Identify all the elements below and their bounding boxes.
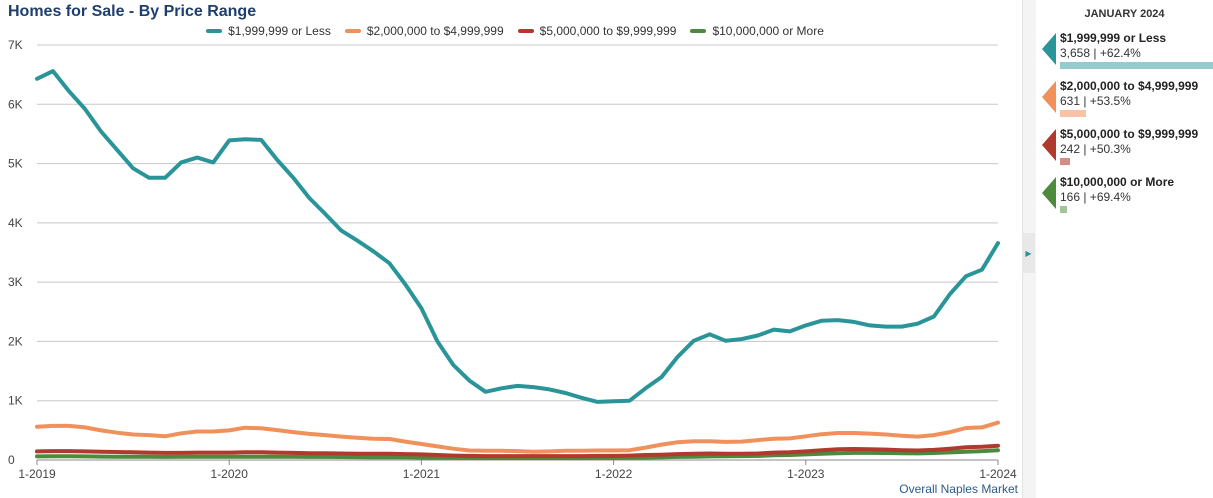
panel-item-bar bbox=[1060, 62, 1213, 69]
panel-item-bar bbox=[1060, 206, 1067, 213]
pointer-arrow-icon bbox=[1042, 129, 1056, 161]
x-tick-label: 1-2023 bbox=[787, 467, 825, 481]
side-panel: JANUARY 2024 $1,999,999 or Less 3,658 | +… bbox=[1036, 0, 1213, 498]
legend-label: $2,000,000 to $4,999,999 bbox=[366, 24, 504, 38]
x-tick-label: 1-2020 bbox=[211, 467, 249, 481]
pointer-arrow-icon bbox=[1042, 177, 1056, 209]
series-line bbox=[35, 420, 1000, 454]
panel-item-label: $2,000,000 to $4,999,999 bbox=[1060, 79, 1199, 93]
market-footnote[interactable]: Overall Naples Market bbox=[899, 482, 1018, 496]
y-tick-label: 7K bbox=[8, 38, 23, 52]
line-chart: 0 1K 2K 3K 4K 5K 6K 7K 1-2019 1-2020 1-2021 1-2022 1… bbox=[8, 38, 1017, 481]
legend-item[interactable]: $2,000,000 to $4,999,999 bbox=[344, 24, 504, 38]
panel-item-value: 242 | +50.3% bbox=[1060, 142, 1131, 156]
x-tick-label: 1-2024 bbox=[979, 467, 1017, 481]
expand-panel-button[interactable]: ▶ bbox=[1022, 233, 1035, 273]
panel-item-label: $10,000,000 or More bbox=[1060, 175, 1175, 189]
legend-item[interactable]: $5,000,000 to $9,999,999 bbox=[517, 24, 677, 38]
y-tick-label: 2K bbox=[8, 334, 23, 348]
series-line bbox=[35, 69, 1000, 404]
x-tick-label: 1-2019 bbox=[18, 467, 56, 481]
legend-item[interactable]: $1,999,999 or Less bbox=[206, 24, 331, 38]
panel-item-value: 631 | +53.5% bbox=[1060, 94, 1131, 108]
panel-item[interactable]: $1,999,999 or Less 3,658 | +62.4% bbox=[1042, 31, 1213, 73]
chart-title: Homes for Sale - By Price Range bbox=[8, 3, 257, 20]
legend-item[interactable]: $10,000,000 or More bbox=[690, 24, 824, 38]
series-line bbox=[35, 443, 1000, 459]
y-tick-label: 6K bbox=[8, 97, 23, 111]
legend-swatch bbox=[344, 29, 361, 33]
panel-item[interactable]: $5,000,000 to $9,999,999 242 | +50.3% bbox=[1042, 127, 1213, 169]
legend-label: $1,999,999 or Less bbox=[228, 24, 331, 38]
panel-item-value: 3,658 | +62.4% bbox=[1060, 46, 1141, 60]
y-tick-label: 0 bbox=[8, 453, 15, 467]
y-tick-label: 1K bbox=[8, 394, 23, 408]
panel-item-bar bbox=[1060, 110, 1086, 117]
legend-swatch bbox=[690, 29, 707, 33]
legend-label: $10,000,000 or More bbox=[712, 24, 824, 38]
y-tick-label: 5K bbox=[8, 157, 23, 171]
pointer-arrow-icon bbox=[1042, 81, 1056, 113]
panel-item-label: $1,999,999 or Less bbox=[1060, 31, 1167, 45]
panel-item-label: $5,000,000 to $9,999,999 bbox=[1060, 127, 1199, 141]
triangle-right-icon: ▶ bbox=[1025, 248, 1032, 258]
legend-label: $5,000,000 to $9,999,999 bbox=[539, 24, 677, 38]
y-tick-label: 4K bbox=[8, 216, 23, 230]
pointer-arrow-icon bbox=[1042, 33, 1056, 65]
panel-title: JANUARY 2024 bbox=[1084, 8, 1165, 20]
x-tick-label: 1-2021 bbox=[403, 467, 441, 481]
panel-item[interactable]: $10,000,000 or More 166 | +69.4% bbox=[1042, 175, 1213, 217]
panel-item-value: 166 | +69.4% bbox=[1060, 190, 1131, 204]
legend-swatch bbox=[206, 29, 223, 33]
legend-swatch bbox=[517, 29, 534, 33]
panel-item-bar bbox=[1060, 158, 1070, 165]
x-tick-label: 1-2022 bbox=[595, 467, 633, 481]
legend: $1,999,999 or Less $2,000,000 to $4,999,9… bbox=[0, 24, 1030, 38]
y-tick-label: 3K bbox=[8, 275, 23, 289]
panel-item[interactable]: $2,000,000 to $4,999,999 631 | +53.5% bbox=[1042, 79, 1213, 121]
